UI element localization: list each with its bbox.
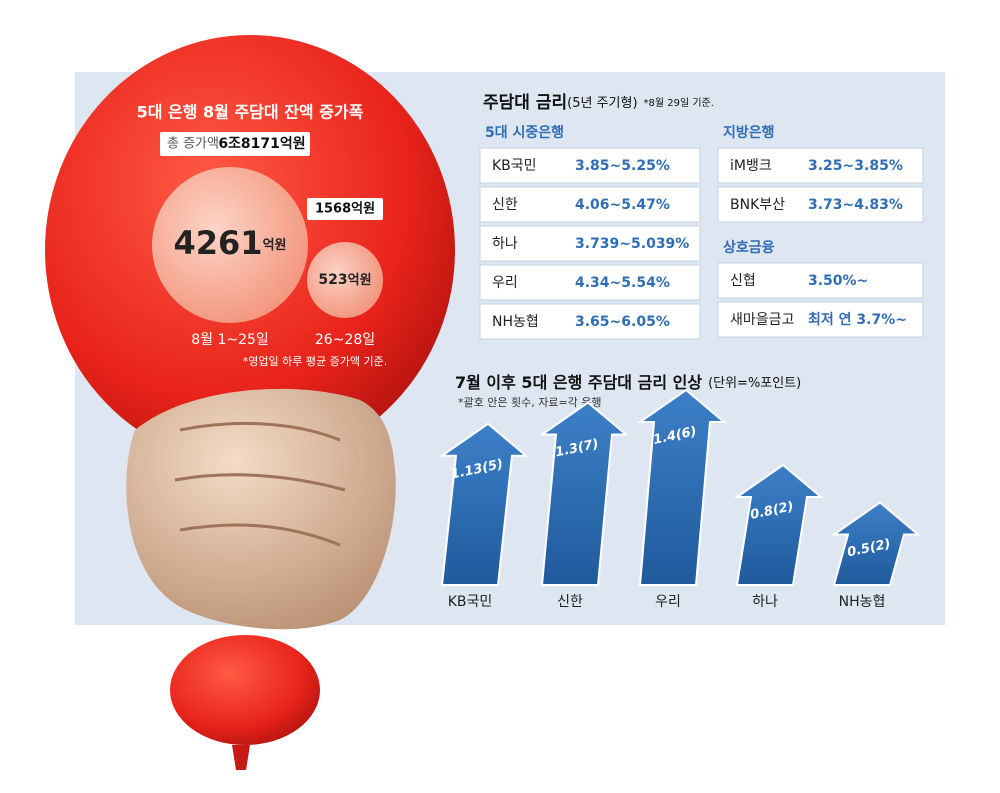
rates-title: 주담대 금리(5년 주기형) *8월 29일 기준. [483,93,714,113]
x-tick-label: 신한 [557,594,583,610]
bank-name: KB국민 [492,158,537,174]
total: 6조8171억원 [218,136,305,152]
rate: 3.65~6.05% [575,314,670,330]
total-label: 총 증가액 [167,137,219,152]
bank-name: 하나 [492,236,518,252]
x-tick-label: KB국민 [448,594,493,610]
callout-box [307,198,383,220]
total-box [160,132,310,156]
rate: 4.06~5.47% [575,197,670,213]
finger-lines [174,421,346,547]
fist [126,388,396,630]
arrow-bar [438,422,529,586]
rate-card [479,225,701,262]
bank-name: 신협 [730,273,756,289]
arrow-bar [733,463,824,586]
group-name: 상호금융 [723,240,775,256]
bubble-number: 523 [318,272,347,288]
rate-card [479,303,701,340]
knot [232,745,250,770]
bank-name: NH농협 [492,314,539,330]
rate-card [479,147,701,184]
bubble [307,242,383,318]
bubble-value: 523억원 [318,272,371,288]
rates-title-main: 주담대 금리 [483,93,567,113]
chart-subtitle: (단위=%포인트) [708,376,801,391]
bank-name: 신한 [492,197,518,213]
rate: 3.25~3.85% [808,158,903,174]
chart-title: 7월 이후 5대 은행 주담대 금리 인상 (단위=%포인트) [455,373,801,392]
rate-card [717,301,924,338]
rate: 3.739~5.039% [575,236,689,252]
bank-name: 우리 [492,275,518,291]
bubble-unit: 억원 [348,273,372,288]
rate-card [479,264,701,301]
bank-name: BNK부산 [730,197,785,213]
arrow-bar [830,501,921,586]
bank-name: 새마을금고 [730,312,795,328]
bubble-unit: 억원 [263,238,287,253]
bubble-period: 26~28일 [315,332,375,348]
rate-card [717,147,924,184]
chart-title-main: 7월 이후 5대 은행 주담대 금리 인상 [455,373,702,392]
callout: 1568억원 [315,202,375,217]
chart-note: *괄호 안은 횟수, 자료=각 은행 [458,396,602,409]
bubble-value: 4261억원 [174,224,287,262]
x-tick-label: NH농협 [839,594,886,610]
rates-subtitle: (5년 주기형) [567,96,637,111]
bubble-period: 8월 1~25일 [191,332,269,348]
small-balloon [170,635,320,745]
arrow-bar [538,401,629,586]
group-name: 지방은행 [723,124,775,141]
balloon-note: *영업일 하루 평균 증가액 기준. [243,354,387,368]
rate: 3.50%~ [808,273,868,289]
rate: 최저 연 3.7%~ [808,312,907,328]
rate: 4.34~5.54% [575,275,670,291]
x-tick-label: 하나 [752,594,778,610]
bubble-number: 4261 [174,224,263,262]
balloon-title: 5대 은행 8월 주담대 잔액 증가폭 [137,103,364,122]
arrow-bar [636,388,727,586]
group-name: 5대 시중은행 [485,125,564,141]
rate: 3.73~4.83% [808,197,903,213]
bubble [152,167,308,323]
rates-note: *8월 29일 기준. [644,97,714,109]
rate-card [717,186,924,223]
rate-card [717,262,924,299]
rate-card [479,186,701,223]
x-tick-label: 우리 [655,594,681,610]
rate: 3.85~5.25% [575,158,670,174]
bank-name: iM뱅크 [730,158,772,174]
